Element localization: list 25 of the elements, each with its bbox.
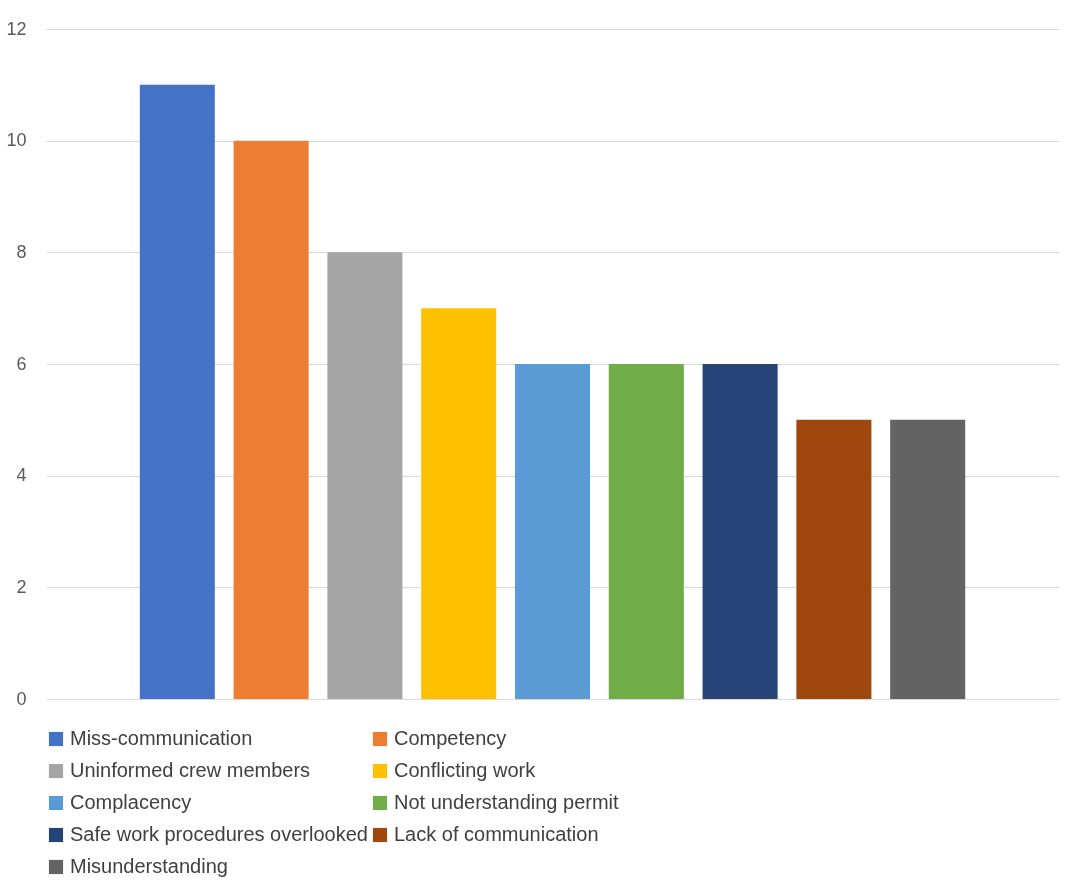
legend-label: Safe work procedures overlooked	[70, 823, 368, 845]
bar	[233, 140, 309, 699]
y-tick-label: 12	[6, 18, 27, 39]
legend-label: Lack of communication	[394, 823, 599, 845]
legend-label: Complacency	[70, 791, 192, 813]
bar	[608, 364, 684, 699]
bar	[421, 308, 497, 699]
legend-label: Conflicting work	[394, 759, 537, 781]
y-tick-label: 0	[16, 688, 27, 709]
bar	[890, 419, 966, 699]
legend-label: Competency	[394, 727, 507, 749]
y-tick-label: 4	[16, 465, 27, 486]
bar	[514, 364, 591, 699]
legend-label: Uninformed crew members	[70, 759, 311, 781]
bar	[139, 84, 215, 699]
y-tick-label: 8	[16, 241, 27, 262]
y-tick-label: 2	[16, 576, 27, 597]
y-tick-label: 10	[6, 130, 27, 151]
y-tick-label: 6	[16, 353, 27, 374]
bar	[796, 419, 872, 699]
legend-label: Not understanding permit	[394, 791, 620, 813]
bar	[327, 252, 403, 699]
legend-label: Misunderstanding	[70, 855, 228, 877]
bar	[702, 364, 778, 699]
legend-label: Miss-communication	[70, 727, 253, 749]
